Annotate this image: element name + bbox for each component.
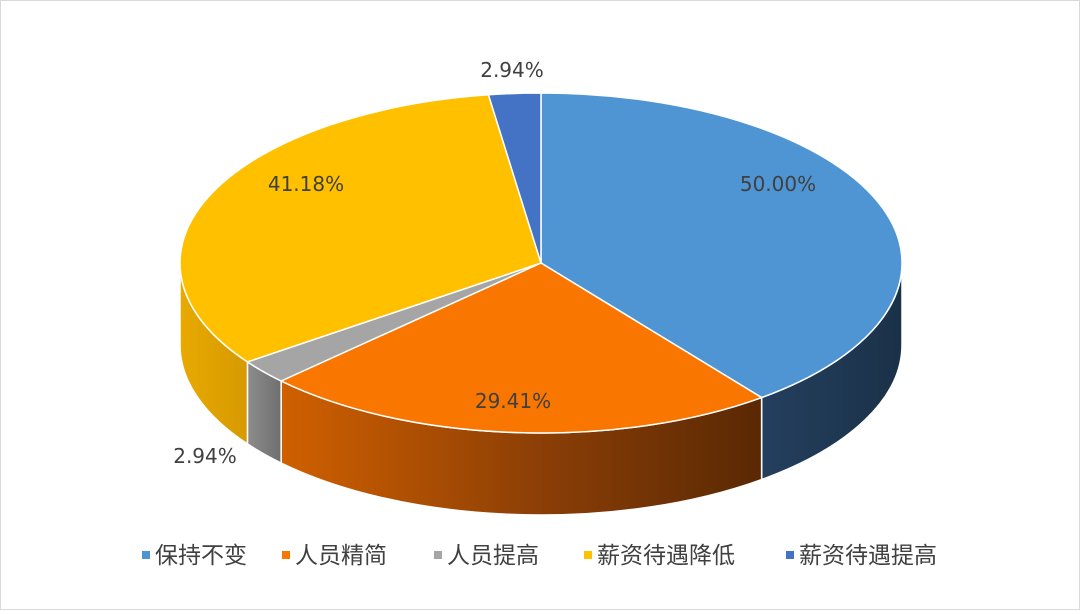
legend-item-5[interactable]: 薪资待遇提高 bbox=[786, 543, 937, 569]
data-labels: 50.00% 29.41% 2.94% 41.18% 2.94% bbox=[173, 58, 816, 468]
pie-sides bbox=[179, 262, 903, 516]
legend-swatch bbox=[584, 551, 592, 559]
legend-item-3[interactable]: 人员提高 bbox=[434, 543, 539, 569]
data-label-1: 50.00% bbox=[740, 172, 816, 196]
legend-label: 薪资待遇降低 bbox=[597, 543, 735, 569]
legend-swatch bbox=[142, 551, 150, 559]
legend-item-2[interactable]: 人员精简 bbox=[282, 543, 387, 569]
pie-slice-5[interactable] bbox=[487, 92, 542, 264]
pie-slice-4[interactable] bbox=[179, 94, 542, 363]
legend-item-4[interactable]: 薪资待遇降低 bbox=[584, 543, 735, 569]
data-label-4: 41.18% bbox=[268, 172, 344, 196]
data-label-3: 2.94% bbox=[173, 444, 237, 468]
data-label-2: 29.41% bbox=[475, 389, 551, 413]
legend-swatch bbox=[282, 551, 290, 559]
legend-label: 保持不变 bbox=[155, 543, 247, 569]
legend-label: 人员提高 bbox=[447, 543, 539, 569]
pie-slice-2[interactable] bbox=[280, 262, 763, 434]
legend-swatch bbox=[786, 551, 794, 559]
legend-item-1[interactable]: 保持不变 bbox=[142, 543, 247, 569]
pie-slices bbox=[179, 92, 903, 434]
legend-swatch bbox=[434, 551, 442, 559]
legend-label: 人员精简 bbox=[295, 543, 387, 569]
data-label-5: 2.94% bbox=[480, 58, 544, 82]
legend-label: 薪资待遇提高 bbox=[799, 543, 937, 569]
pie-slice-1[interactable] bbox=[540, 92, 903, 399]
legend: 保持不变 人员精简 人员提高 薪资待遇降低 薪资待遇提高 bbox=[142, 543, 937, 569]
